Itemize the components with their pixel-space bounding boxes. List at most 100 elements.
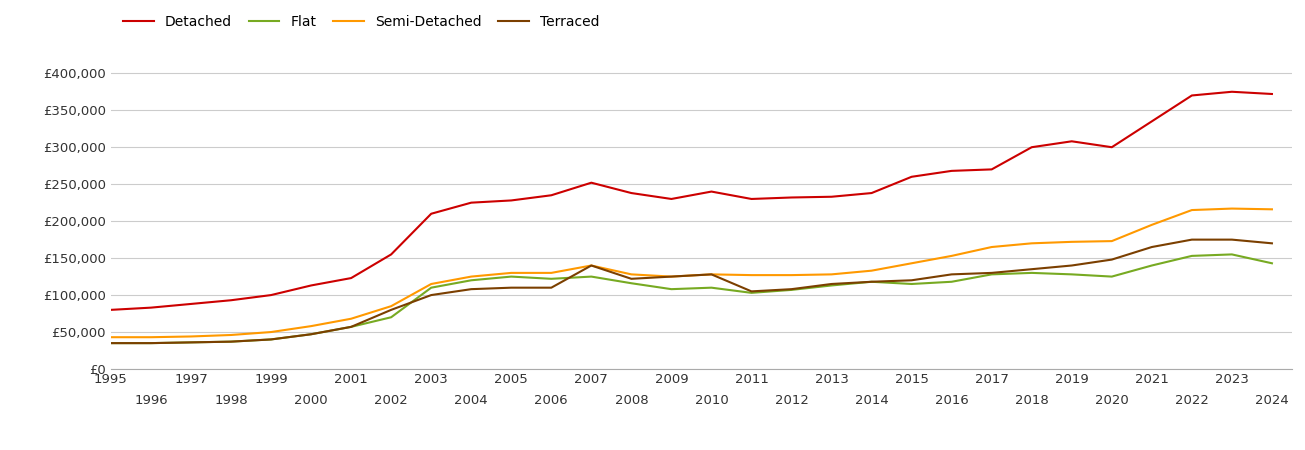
Semi-Detached bbox=[1024, 241, 1040, 246]
Flat bbox=[864, 279, 880, 284]
Line: Semi-Detached: Semi-Detached bbox=[111, 209, 1272, 337]
Flat bbox=[1265, 261, 1280, 266]
Detached bbox=[343, 275, 359, 281]
Legend: Detached, Flat, Semi-Detached, Terraced: Detached, Flat, Semi-Detached, Terraced bbox=[117, 9, 606, 35]
Flat bbox=[1224, 252, 1240, 257]
Terraced bbox=[223, 339, 239, 344]
Semi-Detached bbox=[144, 334, 159, 340]
Detached bbox=[504, 198, 519, 203]
Detached bbox=[784, 195, 800, 200]
Detached bbox=[103, 307, 119, 313]
Terraced bbox=[624, 276, 639, 282]
Flat bbox=[183, 340, 198, 345]
Flat bbox=[1064, 272, 1079, 277]
Flat bbox=[624, 280, 639, 286]
Semi-Detached bbox=[984, 244, 1000, 250]
Flat bbox=[703, 285, 719, 290]
Detached bbox=[144, 305, 159, 310]
Terraced bbox=[1184, 237, 1199, 242]
Detached bbox=[264, 292, 279, 298]
Terraced bbox=[823, 281, 839, 287]
Detached bbox=[703, 189, 719, 194]
Terraced bbox=[384, 307, 399, 313]
Detached bbox=[384, 252, 399, 257]
Detached bbox=[463, 200, 479, 205]
Detached bbox=[984, 166, 1000, 172]
Detached bbox=[303, 283, 318, 288]
Semi-Detached bbox=[423, 281, 438, 287]
Semi-Detached bbox=[1144, 222, 1160, 228]
Terraced bbox=[944, 272, 959, 277]
Semi-Detached bbox=[864, 268, 880, 273]
Semi-Detached bbox=[744, 272, 760, 278]
Semi-Detached bbox=[303, 324, 318, 329]
Flat bbox=[784, 287, 800, 292]
Flat bbox=[944, 279, 959, 284]
Flat bbox=[663, 287, 679, 292]
Semi-Detached bbox=[1104, 238, 1120, 244]
Detached bbox=[583, 180, 599, 185]
Semi-Detached bbox=[384, 303, 399, 309]
Detached bbox=[823, 194, 839, 199]
Line: Detached: Detached bbox=[111, 92, 1272, 310]
Terraced bbox=[1104, 257, 1120, 262]
Flat bbox=[423, 285, 438, 290]
Flat bbox=[103, 340, 119, 346]
Detached bbox=[1144, 119, 1160, 124]
Terraced bbox=[1024, 266, 1040, 272]
Detached bbox=[744, 196, 760, 202]
Flat bbox=[583, 274, 599, 279]
Semi-Detached bbox=[183, 334, 198, 339]
Detached bbox=[1265, 91, 1280, 97]
Semi-Detached bbox=[944, 253, 959, 259]
Semi-Detached bbox=[504, 270, 519, 275]
Flat bbox=[223, 339, 239, 344]
Semi-Detached bbox=[1224, 206, 1240, 211]
Flat bbox=[264, 337, 279, 342]
Detached bbox=[543, 193, 559, 198]
Semi-Detached bbox=[663, 274, 679, 279]
Terraced bbox=[183, 340, 198, 345]
Line: Terraced: Terraced bbox=[111, 239, 1272, 343]
Detached bbox=[223, 297, 239, 303]
Semi-Detached bbox=[264, 329, 279, 335]
Semi-Detached bbox=[1064, 239, 1079, 244]
Detached bbox=[1064, 139, 1079, 144]
Terraced bbox=[103, 340, 119, 346]
Detached bbox=[1184, 93, 1199, 98]
Semi-Detached bbox=[1265, 207, 1280, 212]
Terraced bbox=[904, 278, 920, 283]
Detached bbox=[904, 174, 920, 180]
Flat bbox=[384, 315, 399, 320]
Flat bbox=[904, 281, 920, 287]
Semi-Detached bbox=[904, 261, 920, 266]
Semi-Detached bbox=[543, 270, 559, 275]
Flat bbox=[1024, 270, 1040, 275]
Terraced bbox=[1064, 263, 1079, 268]
Flat bbox=[144, 340, 159, 346]
Flat bbox=[823, 283, 839, 288]
Terraced bbox=[744, 289, 760, 294]
Semi-Detached bbox=[583, 263, 599, 268]
Flat bbox=[504, 274, 519, 279]
Terraced bbox=[864, 279, 880, 284]
Detached bbox=[1024, 144, 1040, 150]
Detached bbox=[423, 211, 438, 216]
Detached bbox=[944, 168, 959, 174]
Terraced bbox=[423, 292, 438, 298]
Terraced bbox=[463, 287, 479, 292]
Semi-Detached bbox=[703, 272, 719, 277]
Flat bbox=[343, 324, 359, 329]
Semi-Detached bbox=[1184, 207, 1199, 213]
Detached bbox=[624, 190, 639, 196]
Terraced bbox=[303, 332, 318, 337]
Detached bbox=[1104, 144, 1120, 150]
Flat bbox=[744, 290, 760, 296]
Terraced bbox=[984, 270, 1000, 275]
Flat bbox=[303, 332, 318, 337]
Detached bbox=[864, 190, 880, 196]
Terraced bbox=[264, 337, 279, 342]
Flat bbox=[1144, 263, 1160, 268]
Terraced bbox=[144, 340, 159, 346]
Flat bbox=[543, 276, 559, 282]
